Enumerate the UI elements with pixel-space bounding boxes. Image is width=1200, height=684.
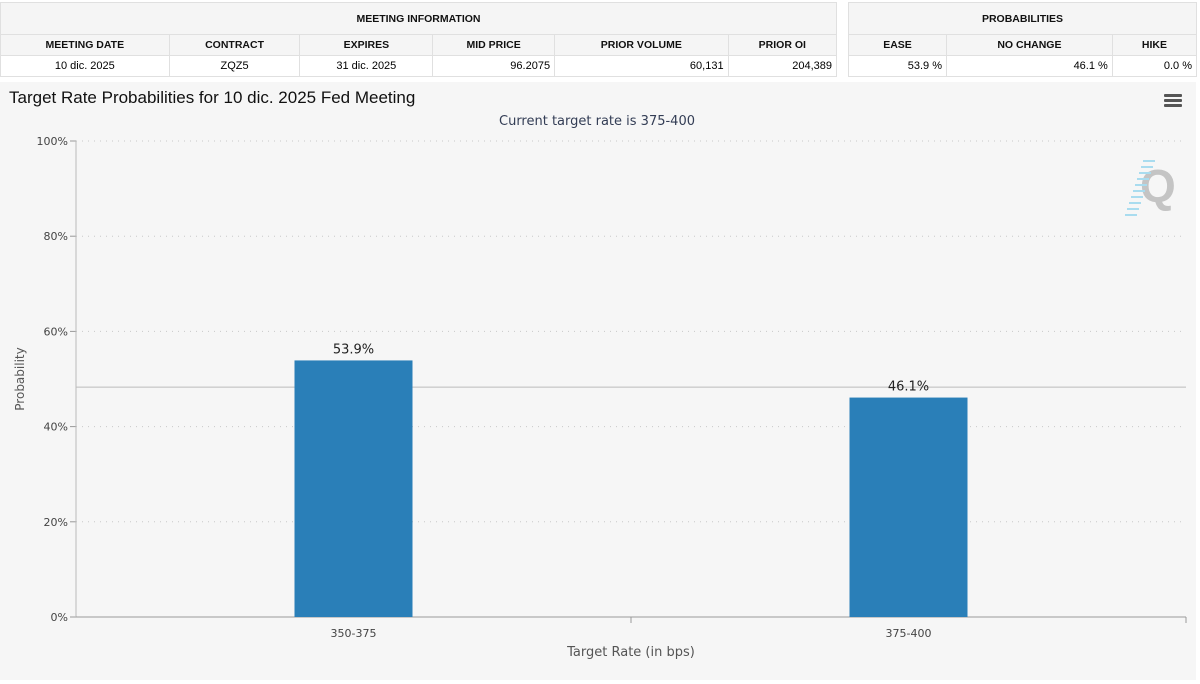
- chart-title: Target Rate Probabilities for 10 dic. 20…: [9, 88, 416, 107]
- probabilities-table: PROBABILITIES EASE NO CHANGE HIKE 53.9 %…: [848, 2, 1198, 77]
- col-header: NO CHANGE: [946, 34, 1113, 56]
- y-tick-label: 60%: [44, 325, 68, 338]
- x-tick-label: 375-400: [886, 627, 932, 640]
- col-header: CONTRACT: [168, 34, 301, 56]
- y-tick-label: 20%: [44, 516, 68, 529]
- bar: [294, 360, 413, 617]
- x-tick-label: 350-375: [331, 627, 377, 640]
- table-row: 53.9 % 46.1 % 0.0 %: [848, 55, 1198, 77]
- y-tick-label: 40%: [44, 421, 68, 434]
- col-header: PRIOR VOLUME: [554, 34, 729, 56]
- table-row: 10 dic. 2025 ZQZ5 31 dic. 2025 96.2075 6…: [0, 55, 838, 77]
- meeting-information-table: MEETING INFORMATION MEETING DATE CONTRAC…: [0, 2, 838, 77]
- y-axis-title: Probability: [13, 347, 27, 410]
- col-header: EASE: [848, 34, 947, 56]
- chart-svg: Current target rate is 375-400Q0%20%40%6…: [13, 114, 1187, 660]
- y-tick-label: 0%: [51, 611, 68, 624]
- chart-subtitle: Current target rate is 375-400: [499, 114, 695, 129]
- x-axis-title: Target Rate (in bps): [566, 645, 695, 660]
- data-label: 53.9%: [333, 342, 374, 357]
- cell: 60,131: [554, 55, 729, 77]
- bar: [849, 397, 968, 617]
- col-header: HIKE: [1111, 34, 1198, 56]
- chart-menu-button[interactable]: [1164, 94, 1182, 109]
- cell: 96.2075: [432, 55, 556, 77]
- y-tick-label: 100%: [37, 135, 68, 148]
- cell: 46.1 %: [946, 55, 1113, 77]
- col-header: MID PRICE: [432, 34, 556, 56]
- col-header: PRIOR OI: [727, 34, 838, 56]
- cell: 0.0 %: [1111, 55, 1198, 77]
- cell: 10 dic. 2025: [0, 55, 170, 77]
- y-tick-label: 80%: [44, 230, 68, 243]
- meeting-information-heading: MEETING INFORMATION: [0, 2, 837, 35]
- data-label: 46.1%: [888, 380, 929, 395]
- probabilities-heading: PROBABILITIES: [848, 2, 1197, 35]
- cell: 204,389: [727, 55, 838, 77]
- cell: 31 dic. 2025: [299, 55, 434, 77]
- col-header: MEETING DATE: [0, 34, 170, 56]
- chart-container: Current target rate is 375-400 Q 0% 20% 40% 6…: [0, 82, 1196, 680]
- cell: 53.9 %: [848, 55, 947, 77]
- cell: ZQZ5: [168, 55, 301, 77]
- col-header: EXPIRES: [299, 34, 434, 56]
